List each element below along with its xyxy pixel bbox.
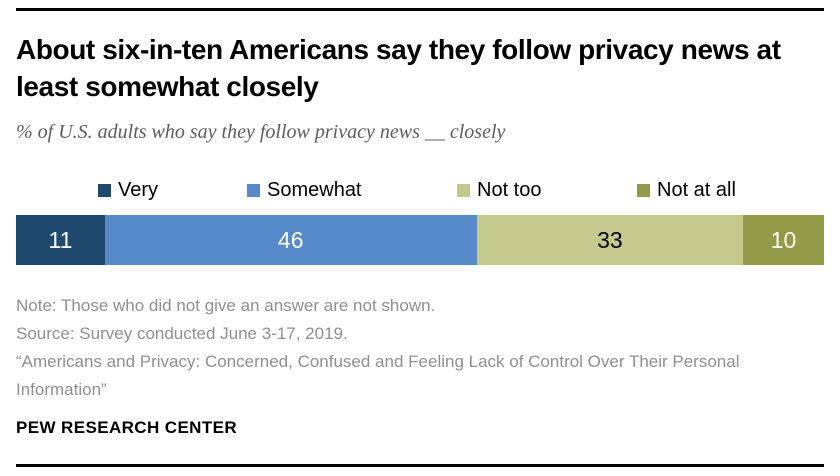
- bar-segment-somewhat: 46: [104, 215, 477, 265]
- bottom-divider: [16, 464, 824, 467]
- legend-item-not-at-all: Not at all: [637, 179, 736, 202]
- bar-segment-not-at-all: 10: [743, 215, 824, 265]
- note-text: Note: Those who did not give an answer a…: [16, 296, 436, 315]
- legend-item-somewhat: Somewhat: [247, 179, 362, 202]
- bar-segment-not-too: 33: [476, 215, 744, 265]
- top-divider: [16, 8, 824, 11]
- legend-label: Somewhat: [267, 179, 362, 201]
- legend-swatch-icon: [98, 184, 111, 197]
- source-text: Source: Survey conducted June 3-17, 2019…: [16, 324, 348, 343]
- citation-text: “Americans and Privacy: Concerned, Confu…: [16, 352, 740, 399]
- legend-swatch-icon: [637, 184, 650, 197]
- legend-swatch-icon: [457, 184, 470, 197]
- legend-item-not-too: Not too: [457, 179, 541, 202]
- bar-value-label: 33: [597, 226, 623, 253]
- bar-value-label: 10: [770, 226, 797, 253]
- bar-segment-very: 11: [16, 215, 105, 265]
- bar-value-label: 11: [48, 226, 73, 253]
- legend-item-very: Very: [98, 179, 158, 202]
- legend-label: Not at all: [657, 179, 736, 201]
- pew-research-center-wordmark: PEW RESEARCH CENTER: [16, 418, 238, 437]
- stacked-bar: 11 46 33 10: [16, 215, 824, 265]
- chart-title: About six-in-ten Americans say they foll…: [16, 34, 781, 102]
- bar-value-label: 46: [277, 226, 304, 253]
- legend-label: Very: [118, 179, 159, 201]
- notes-block: Note: Those who did not give an answer a…: [16, 292, 824, 404]
- legend-swatch-icon: [247, 184, 260, 197]
- legend-label: Not too: [477, 179, 542, 201]
- chart-subtitle: % of U.S. adults who say they follow pri…: [16, 121, 506, 143]
- legend: Very Somewhat Not too Not at all: [16, 179, 824, 203]
